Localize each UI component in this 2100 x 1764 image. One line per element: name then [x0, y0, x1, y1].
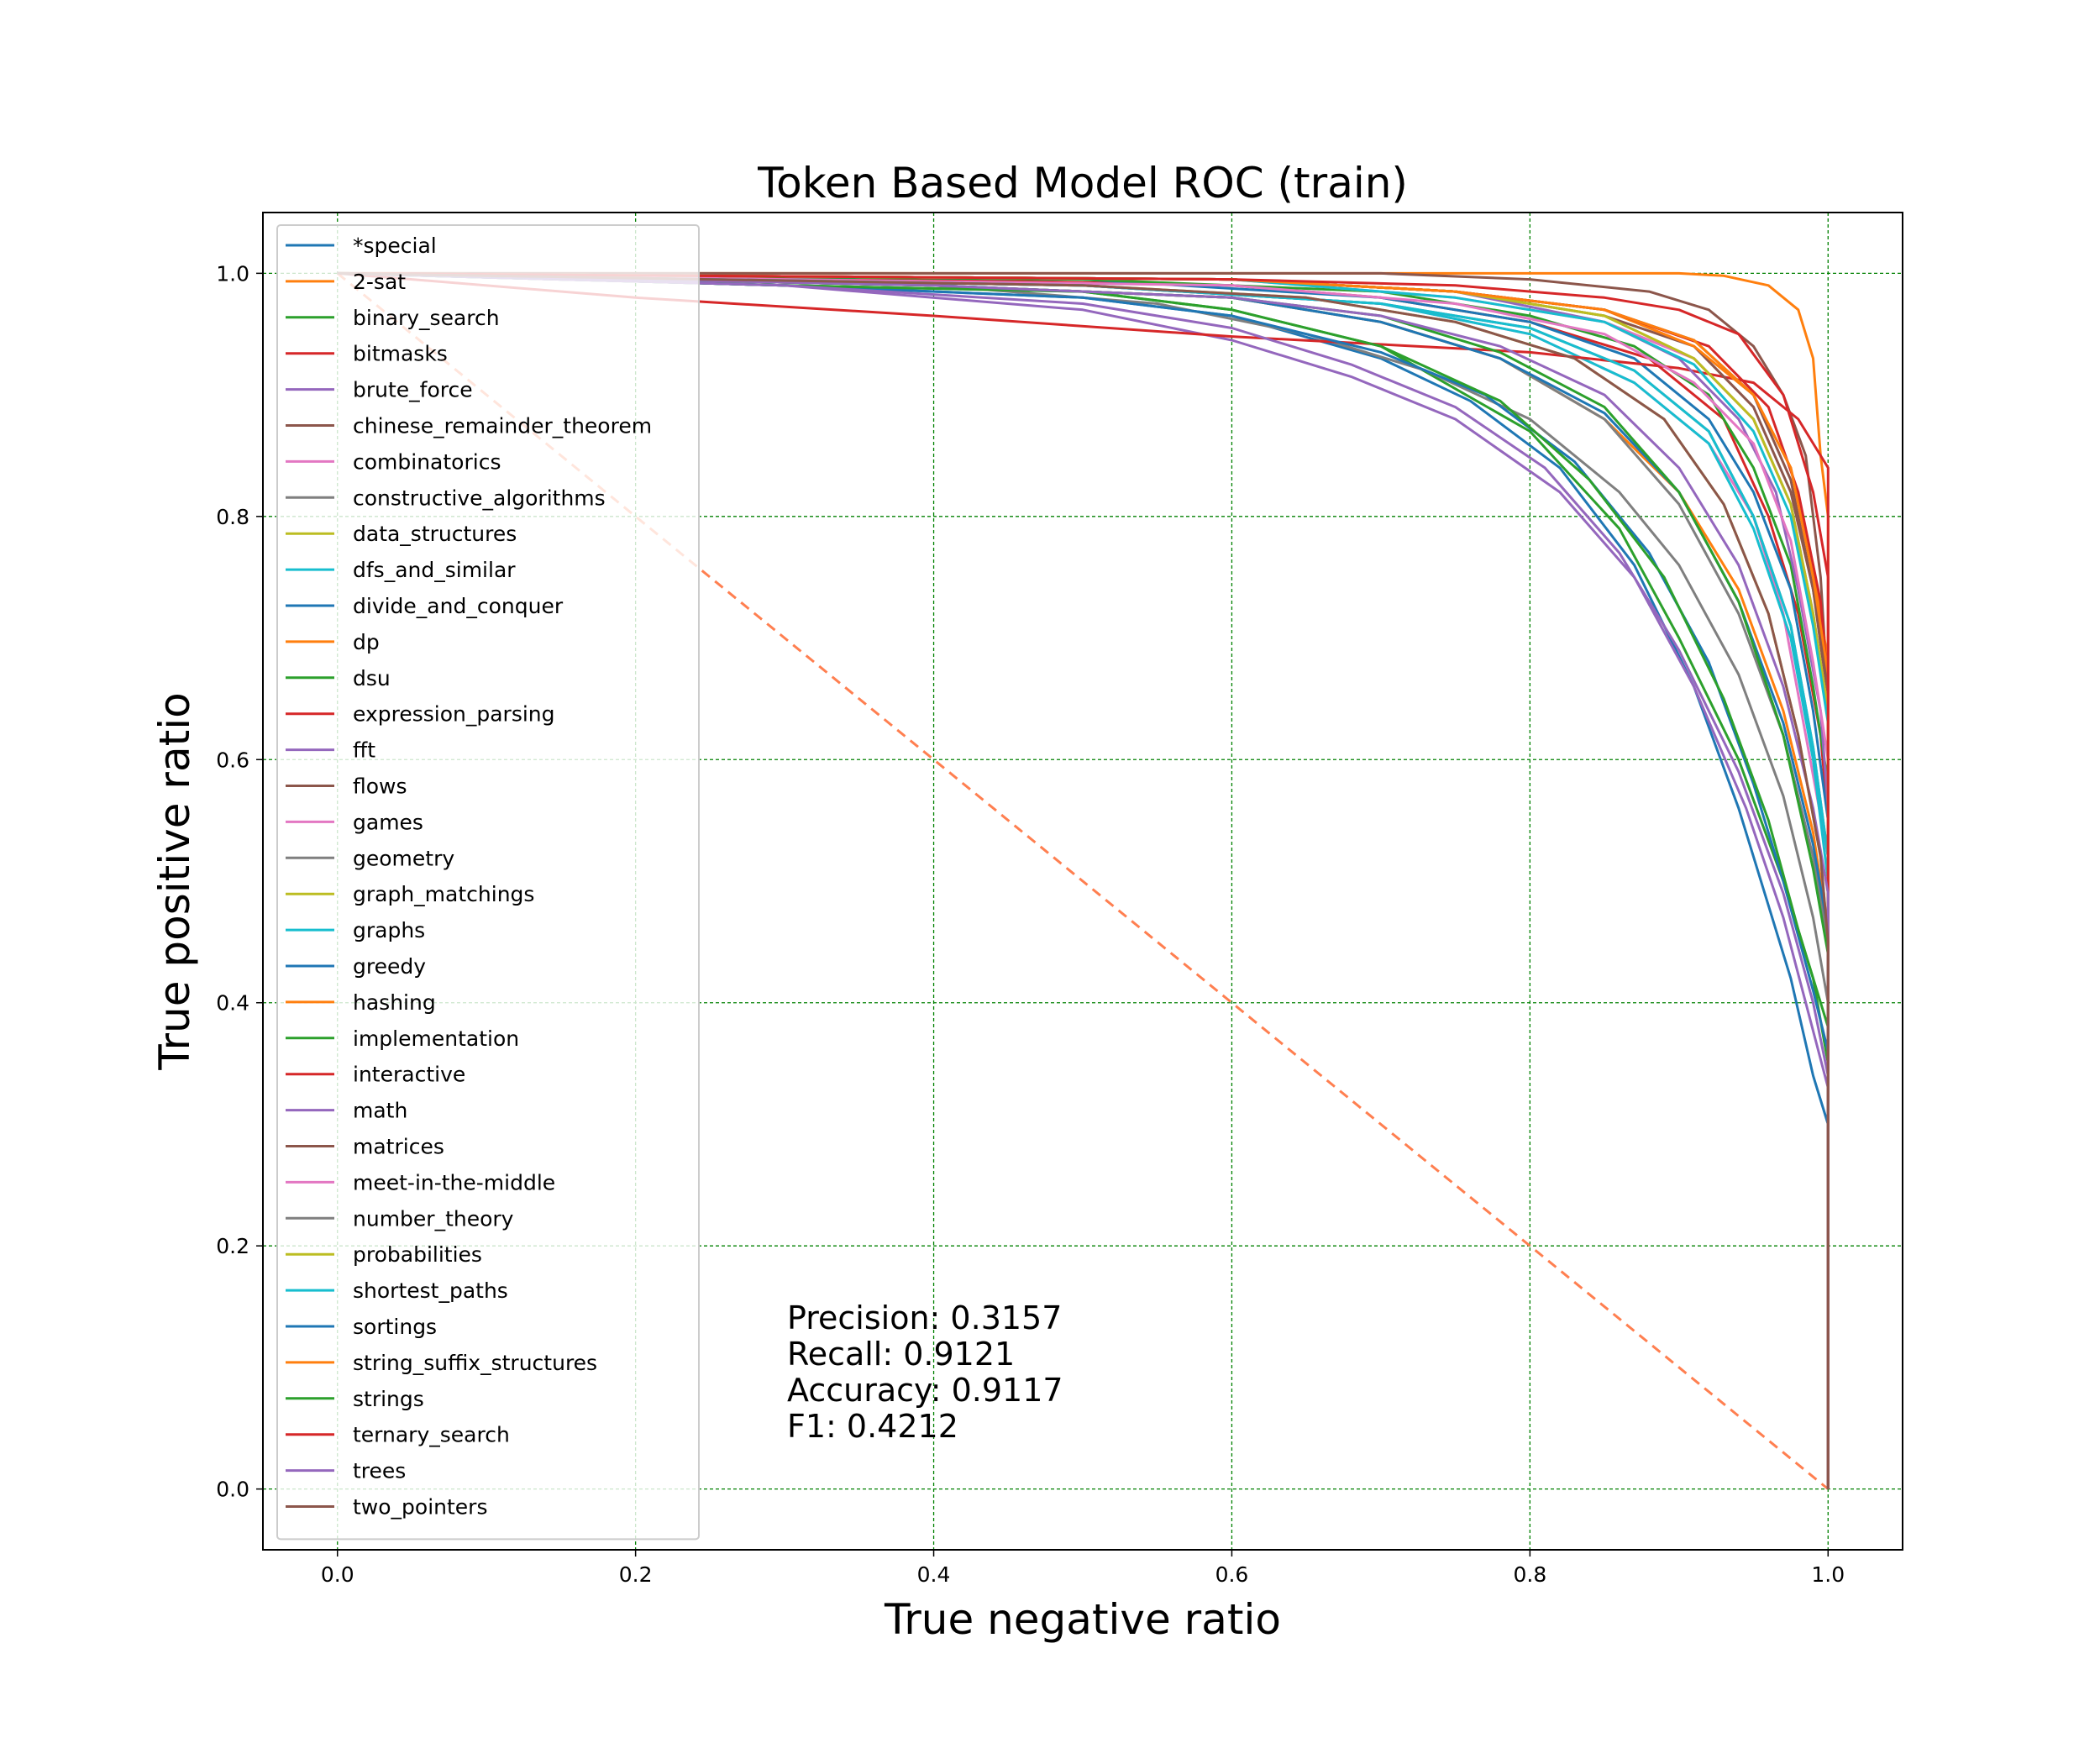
legend-label: interactive [353, 1063, 465, 1087]
series-line-string-suffix-structures [337, 271, 1830, 1489]
x-tick-label: 0.0 [321, 1562, 354, 1587]
legend-label: brute_force [353, 378, 473, 402]
legend-label: dp [353, 630, 380, 654]
series-line-2-sat [337, 271, 1830, 1489]
series-line-dsu [337, 271, 1830, 1489]
series-line-expression-parsing [337, 271, 1830, 1489]
legend: *special 2-sat binary_search bitmasks brute_… [276, 224, 700, 1541]
series-line-brute-force [337, 271, 1830, 1489]
y-axis-label: True positive ratio [150, 692, 199, 1070]
legend-label: flows [353, 774, 407, 799]
legend-label: math [353, 1099, 407, 1123]
legend-label: strings [353, 1387, 424, 1411]
legend-label: fft [353, 738, 375, 763]
legend-label: dfs_and_similar [353, 558, 516, 582]
y-tick-label: 0.2 [216, 1234, 249, 1258]
legend-label: binary_search [353, 306, 500, 330]
legend-label: divide_and_conquer [353, 594, 564, 618]
legend-label: matrices [353, 1135, 444, 1159]
legend-box [276, 224, 700, 1541]
series-line-trees [337, 271, 1830, 1489]
legend-label: hashing [353, 990, 436, 1015]
legend-label: geometry [353, 846, 454, 870]
legend-label: probabilities [353, 1242, 482, 1267]
x-tick-label: 0.2 [619, 1562, 653, 1587]
plot-frame [262, 212, 1903, 1551]
legend-label: 2-sat [353, 270, 406, 294]
metric-accuracy: Accuracy: 0.9117 [787, 1372, 1063, 1409]
legend-label: data_structures [353, 522, 517, 546]
legend-label: sortings [353, 1315, 437, 1339]
legend-label: greedy [353, 954, 426, 979]
x-tick-label: 0.4 [917, 1562, 951, 1587]
legend-label: implementation [353, 1026, 519, 1051]
legend-label: expression_parsing [353, 702, 555, 727]
series-line-games [337, 271, 1830, 1489]
x-tick-label: 0.6 [1215, 1562, 1249, 1587]
series-line-graphs [337, 271, 1830, 1489]
series-line-two-pointers [337, 271, 1830, 1489]
legend-label: constructive_algorithms [353, 486, 606, 510]
y-tick-label: 0.4 [216, 991, 249, 1016]
metric-recall: Recall: 0.9121 [787, 1336, 1015, 1373]
legend-label: meet-in-the-middle [353, 1170, 555, 1194]
legend-label: ternary_search [353, 1423, 510, 1447]
x-tick-label: 1.0 [1811, 1562, 1845, 1587]
series-line-divide-and-conquer [337, 271, 1830, 1489]
legend-label: chinese_remainder_theorem [353, 414, 652, 438]
series-line-math [337, 271, 1830, 1489]
legend-label: graphs [353, 918, 425, 942]
metric-precision: Precision: 0.3157 [787, 1299, 1062, 1336]
legend-label: graph_matchings [353, 882, 534, 906]
legend-label: dsu [353, 666, 391, 690]
x-tick-label: 0.8 [1513, 1562, 1546, 1587]
legend-label: two_pointers [353, 1495, 488, 1520]
chart-title: Token Based Model ROC (train) [757, 159, 1408, 207]
legend-label: bitmasks [353, 342, 448, 366]
legend-label: combinatorics [353, 449, 501, 474]
tick-layer: 0.0 0.2 0.4 0.6 0.8 1.0 0.0 0.2 0.4 0.6 0.8 1.0 [216, 261, 1845, 1587]
legend-label: shortest_paths [353, 1278, 508, 1303]
legend-label: *special [353, 234, 437, 258]
legend-label: string_suffix_structures [353, 1351, 597, 1375]
legend-label: games [353, 810, 423, 834]
series-line-constructive-algorithms [337, 271, 1830, 1489]
series-layer [337, 271, 1830, 1489]
x-axis-label: True negative ratio [884, 1595, 1281, 1644]
legend-label: trees [353, 1459, 406, 1483]
y-tick-label: 0.6 [216, 748, 249, 772]
metric-f1: F1: 0.4212 [787, 1408, 958, 1445]
y-tick-label: 0.0 [216, 1478, 249, 1502]
y-tick-label: 1.0 [216, 261, 249, 286]
legend-label: number_theory [353, 1206, 514, 1231]
series-line-ternary-search [337, 271, 1830, 1489]
y-tick-label: 0.8 [216, 505, 249, 529]
series-line-shortest-paths [337, 271, 1830, 1489]
metrics-annotation: Precision: 0.3157 Recall: 0.9121 Accurac… [787, 1299, 1063, 1445]
